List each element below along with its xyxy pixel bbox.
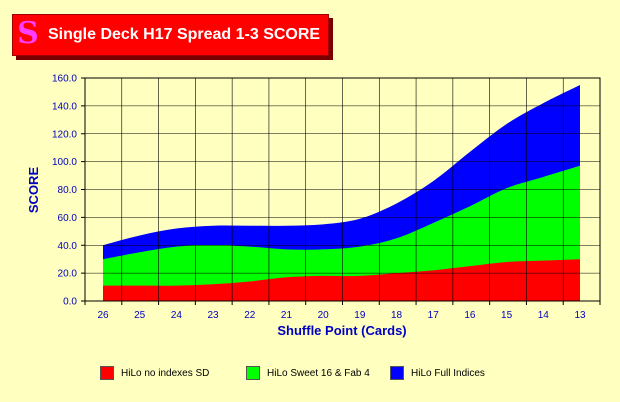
chart-title: Single Deck H17 Spread 1-3 SCORE (48, 26, 321, 43)
legend-label: HiLo Full Indices (411, 367, 485, 379)
y-tick-label: 0.0 (63, 297, 77, 308)
x-tick-label: 18 (391, 310, 403, 321)
legend-item-2: HiLo Full Indices (390, 366, 485, 380)
legend-label: HiLo no indexes SD (121, 367, 210, 379)
x-tick-label: 21 (281, 310, 293, 321)
y-tick-label: 20.0 (58, 269, 78, 280)
x-tick-label: 23 (208, 310, 220, 321)
chart-title-banner: S Single Deck H17 Spread 1-3 SCORE (12, 14, 329, 56)
x-tick-label: 20 (318, 310, 330, 321)
x-tick-label: 26 (97, 310, 109, 321)
y-tick-label: 140.0 (52, 101, 77, 112)
x-tick-label: 22 (244, 310, 256, 321)
y-tick-label: 160.0 (52, 74, 77, 85)
x-tick-label: 19 (354, 310, 366, 321)
legend-item-1: HiLo Sweet 16 & Fab 4 (246, 366, 370, 380)
y-tick-label: 80.0 (58, 185, 78, 196)
x-tick-label: 25 (134, 310, 146, 321)
series-area-0 (103, 259, 580, 301)
x-tick-label: 16 (464, 310, 476, 321)
x-axis-title: Shuffle Point (Cards) (277, 323, 406, 338)
logo-icon: S (16, 16, 40, 51)
legend-label: HiLo Sweet 16 & Fab 4 (267, 367, 370, 379)
y-tick-label: 40.0 (58, 241, 78, 252)
legend-item-0: HiLo no indexes SD (100, 366, 209, 380)
x-tick-label: 24 (171, 310, 183, 321)
legend-swatch (390, 366, 404, 380)
x-tick-label: 17 (428, 310, 440, 321)
legend-swatch (246, 366, 260, 380)
y-tick-label: 100.0 (52, 157, 77, 168)
x-tick-label: 14 (538, 310, 550, 321)
x-tick-label: 13 (574, 310, 586, 321)
y-axis-title: SCORE (26, 167, 41, 214)
series-area-1 (103, 165, 580, 301)
legend-swatch (100, 366, 114, 380)
x-tick-label: 15 (501, 310, 513, 321)
legend: HiLo no indexes SD HiLo Sweet 16 & Fab 4 H… (0, 366, 620, 386)
y-tick-label: 60.0 (58, 213, 78, 224)
y-tick-label: 120.0 (52, 129, 77, 140)
